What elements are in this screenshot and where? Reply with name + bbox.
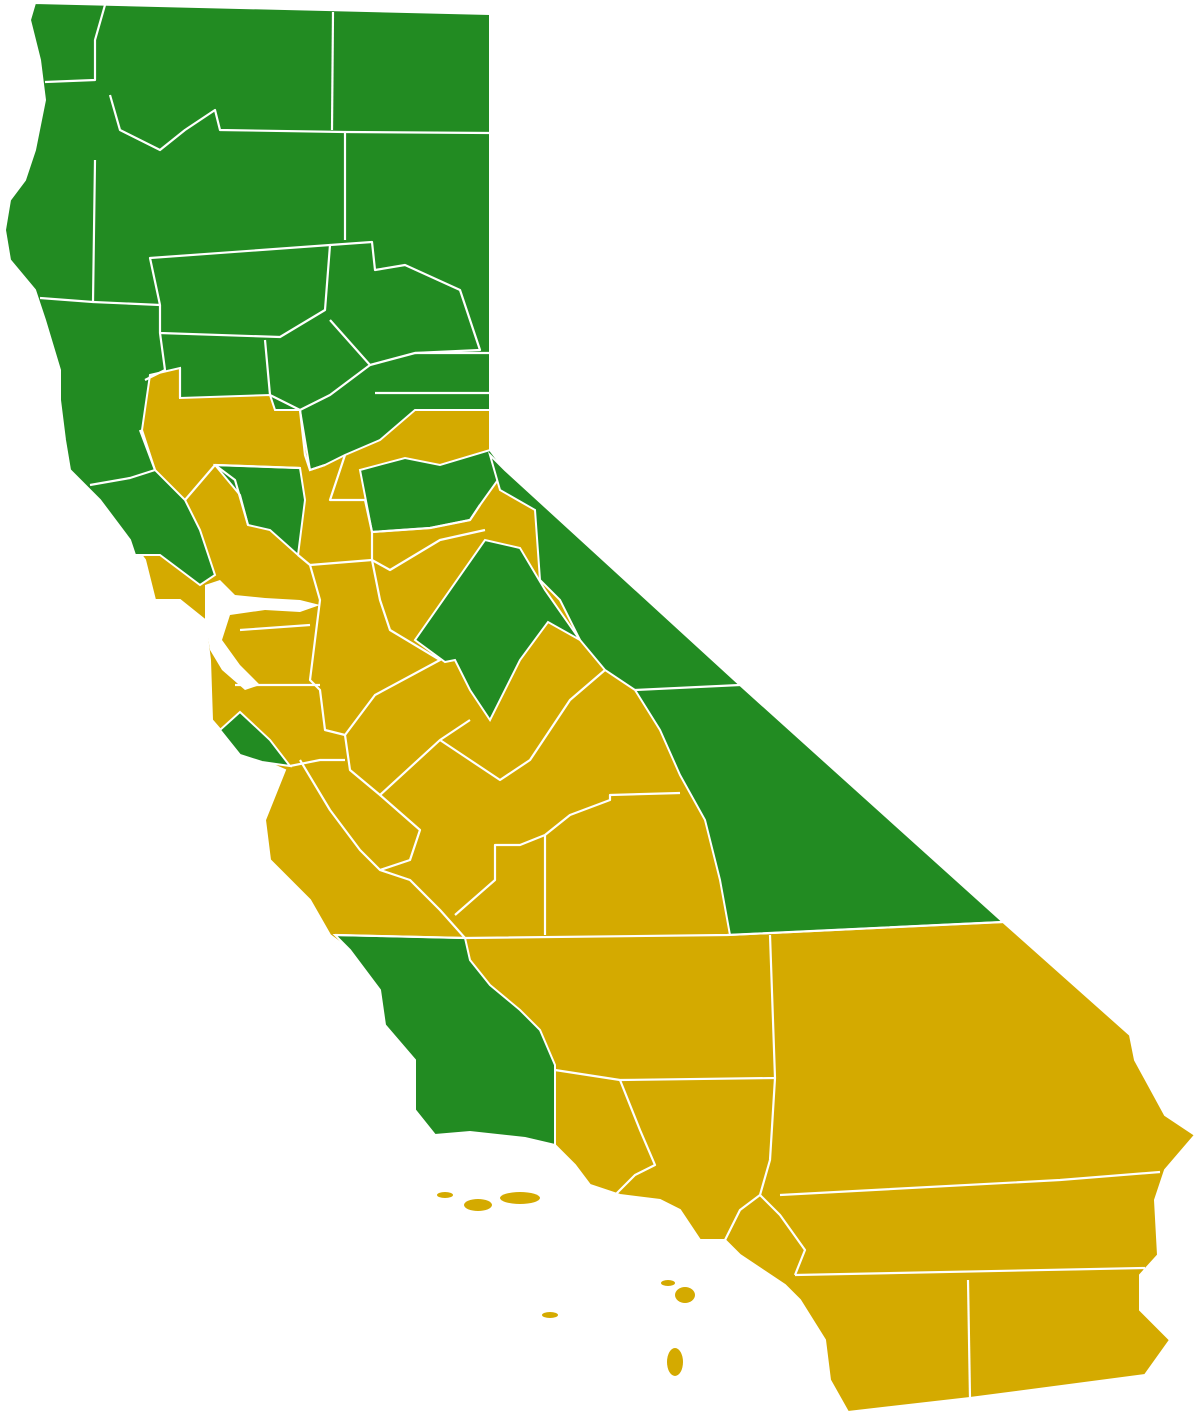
green-region-tuolumne-mariposa (413, 538, 581, 722)
island (464, 1199, 492, 1211)
san-francisco-bay (205, 580, 320, 690)
county-borders (39, 4, 1161, 1399)
island (437, 1192, 453, 1198)
island (500, 1192, 540, 1204)
green-region-eastern-sierra (487, 451, 1006, 937)
island (667, 1348, 683, 1376)
island (675, 1287, 695, 1303)
island (542, 1312, 558, 1318)
channel-islands (437, 1192, 695, 1376)
green-region-central-coast (332, 933, 556, 1147)
island (661, 1280, 675, 1286)
